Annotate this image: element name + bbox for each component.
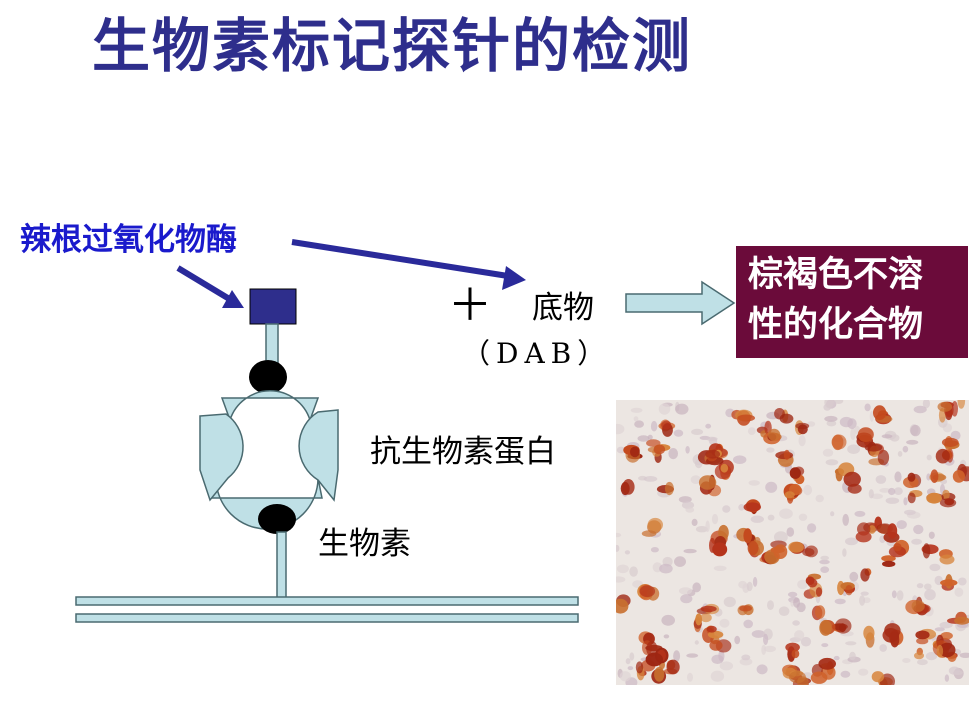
plus-sign: ＋ xyxy=(448,280,492,331)
enzyme-linker xyxy=(265,323,279,365)
substrate-label: 底物 xyxy=(532,290,594,326)
reaction-block-arrow xyxy=(625,280,736,326)
product-box: 棕褐色不溶 性的化合物 xyxy=(736,246,968,358)
avidin-protein xyxy=(199,390,339,530)
dab-label: （DAB） xyxy=(462,337,612,370)
probe-strand-bottom xyxy=(75,613,579,623)
product-line-2: 性的化合物 xyxy=(748,305,924,345)
probe-strand-top xyxy=(75,596,579,606)
bottom-biotin-oval xyxy=(258,504,296,534)
avidin-label: 抗生物素蛋白 xyxy=(370,434,556,470)
biotin-stem xyxy=(276,531,287,599)
top-biotin-oval xyxy=(249,360,287,394)
stained-tissue-image xyxy=(616,400,969,685)
substrate-pointer-arrow xyxy=(291,239,526,290)
biotin-label: 生物素 xyxy=(318,526,411,562)
enzyme-label: 辣根过氧化物酶 xyxy=(20,222,237,258)
product-line-1: 棕褐色不溶 xyxy=(748,255,924,295)
enzyme-pointer-arrow xyxy=(176,265,244,308)
slide-title: 生物素标记探针的检测 xyxy=(92,12,693,80)
enzyme-square xyxy=(249,288,297,325)
